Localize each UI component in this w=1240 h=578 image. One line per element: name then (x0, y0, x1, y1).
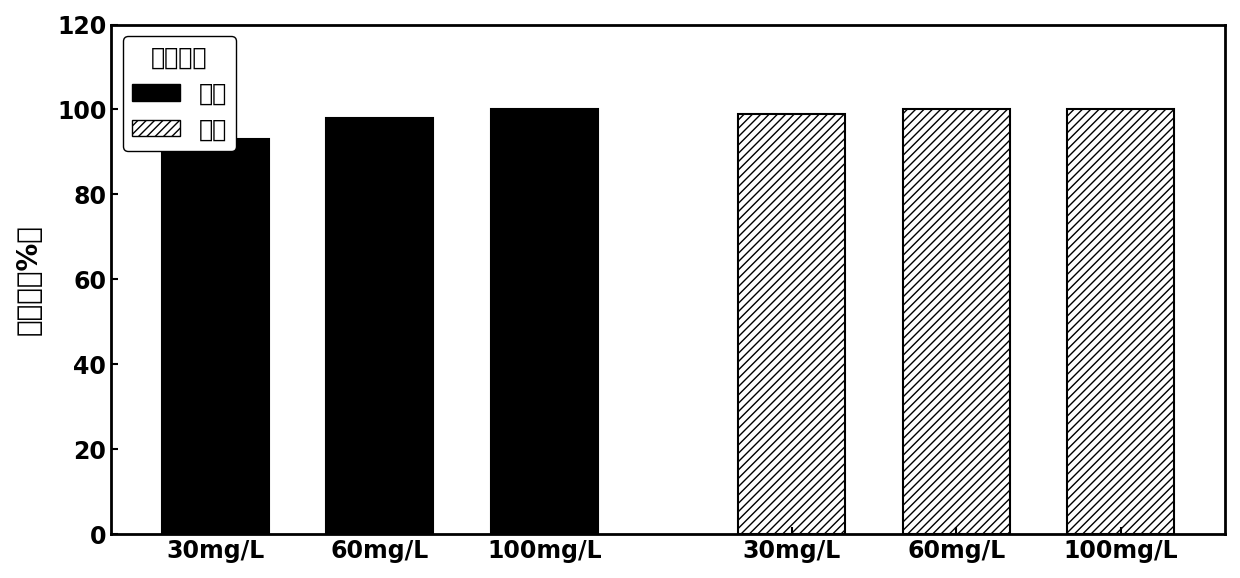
Bar (326, 118, 434, 534)
Y-axis label: 抑菌率（%）: 抑菌率（%） (15, 224, 43, 335)
Bar (738, 114, 846, 534)
Bar (903, 109, 1009, 534)
Bar (1068, 109, 1174, 534)
Bar (161, 139, 269, 534)
Bar (491, 109, 598, 534)
Legend: 黑暗, 光照: 黑暗, 光照 (123, 36, 236, 151)
